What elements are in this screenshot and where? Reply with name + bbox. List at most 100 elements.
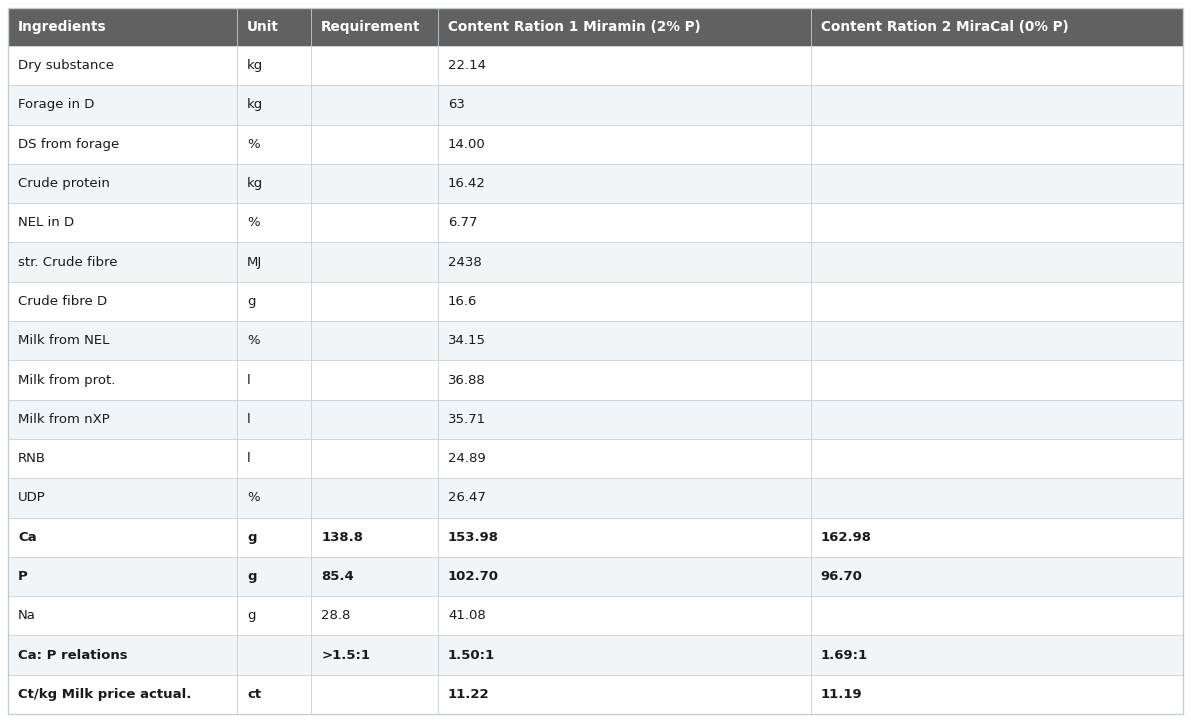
Text: Forage in D: Forage in D <box>18 98 94 111</box>
Bar <box>438 557 811 596</box>
Bar <box>438 321 811 360</box>
Bar <box>438 243 811 282</box>
Bar <box>8 282 237 321</box>
Text: %: % <box>247 138 260 151</box>
Bar <box>438 164 811 203</box>
Bar <box>438 125 811 164</box>
Bar <box>811 8 1183 46</box>
Text: g: g <box>247 609 256 622</box>
Bar <box>237 321 311 360</box>
Bar <box>438 518 811 557</box>
Bar <box>438 400 811 439</box>
Text: %: % <box>247 334 260 347</box>
Text: 28.8: 28.8 <box>322 609 350 622</box>
Bar <box>438 203 811 243</box>
Bar <box>311 360 438 400</box>
Bar <box>8 321 237 360</box>
Text: 24.89: 24.89 <box>448 452 486 465</box>
Bar <box>8 46 237 85</box>
Text: l: l <box>247 413 251 426</box>
Text: 11.19: 11.19 <box>821 688 862 701</box>
Bar <box>311 164 438 203</box>
Text: MJ: MJ <box>247 256 262 269</box>
Bar <box>311 8 438 46</box>
Bar <box>311 674 438 714</box>
Text: l: l <box>247 373 251 386</box>
Text: 96.70: 96.70 <box>821 570 862 583</box>
Bar <box>311 321 438 360</box>
Text: 2438: 2438 <box>448 256 482 269</box>
Text: 41.08: 41.08 <box>448 609 486 622</box>
Bar <box>811 164 1183 203</box>
Bar <box>438 439 811 478</box>
Bar <box>438 46 811 85</box>
Bar <box>811 478 1183 518</box>
Bar <box>237 557 311 596</box>
Bar <box>311 557 438 596</box>
Bar <box>811 125 1183 164</box>
Bar <box>237 400 311 439</box>
Text: UDP: UDP <box>18 492 45 505</box>
Bar <box>8 8 237 46</box>
Text: 153.98: 153.98 <box>448 531 499 544</box>
Text: 1.69:1: 1.69:1 <box>821 648 868 661</box>
Bar <box>311 282 438 321</box>
Text: RNB: RNB <box>18 452 46 465</box>
Text: Milk from prot.: Milk from prot. <box>18 373 116 386</box>
Bar <box>811 557 1183 596</box>
Text: 1.50:1: 1.50:1 <box>448 648 495 661</box>
Bar <box>311 243 438 282</box>
Text: Na: Na <box>18 609 36 622</box>
Bar <box>311 46 438 85</box>
Text: g: g <box>247 531 256 544</box>
Bar <box>237 518 311 557</box>
Bar <box>237 125 311 164</box>
Bar <box>811 596 1183 635</box>
Bar <box>811 360 1183 400</box>
Bar <box>811 635 1183 674</box>
Text: 102.70: 102.70 <box>448 570 499 583</box>
Bar <box>438 85 811 125</box>
Text: DS from forage: DS from forage <box>18 138 119 151</box>
Text: g: g <box>247 570 256 583</box>
Bar <box>8 243 237 282</box>
Bar <box>311 518 438 557</box>
Bar <box>311 478 438 518</box>
Bar <box>811 518 1183 557</box>
Text: 16.6: 16.6 <box>448 295 478 308</box>
Bar <box>311 85 438 125</box>
Bar <box>311 439 438 478</box>
Text: kg: kg <box>247 177 263 190</box>
Bar <box>311 125 438 164</box>
Text: 85.4: 85.4 <box>322 570 354 583</box>
Text: NEL in D: NEL in D <box>18 217 74 230</box>
Text: Ca: P relations: Ca: P relations <box>18 648 127 661</box>
Bar <box>811 46 1183 85</box>
Bar <box>811 400 1183 439</box>
Bar <box>438 635 811 674</box>
Bar <box>8 439 237 478</box>
Text: str. Crude fibre: str. Crude fibre <box>18 256 118 269</box>
Bar <box>811 85 1183 125</box>
Text: 11.22: 11.22 <box>448 688 490 701</box>
Bar <box>8 400 237 439</box>
Bar <box>237 243 311 282</box>
Text: Ingredients: Ingredients <box>18 20 107 34</box>
Bar <box>438 282 811 321</box>
Bar <box>438 674 811 714</box>
Bar <box>237 478 311 518</box>
Text: kg: kg <box>247 59 263 72</box>
Bar <box>8 478 237 518</box>
Text: Crude fibre D: Crude fibre D <box>18 295 107 308</box>
Bar <box>237 674 311 714</box>
Text: Ct/kg Milk price actual.: Ct/kg Milk price actual. <box>18 688 192 701</box>
Bar <box>8 164 237 203</box>
Text: 16.42: 16.42 <box>448 177 486 190</box>
Text: Content Ration 2 MiraCal (0% P): Content Ration 2 MiraCal (0% P) <box>821 20 1068 34</box>
Text: 138.8: 138.8 <box>322 531 363 544</box>
Text: %: % <box>247 217 260 230</box>
Bar <box>8 635 237 674</box>
Bar <box>811 282 1183 321</box>
Text: 26.47: 26.47 <box>448 492 486 505</box>
Text: g: g <box>247 295 256 308</box>
